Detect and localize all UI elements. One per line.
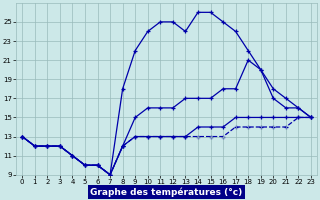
X-axis label: Graphe des températures (°c): Graphe des températures (°c)	[91, 188, 243, 197]
